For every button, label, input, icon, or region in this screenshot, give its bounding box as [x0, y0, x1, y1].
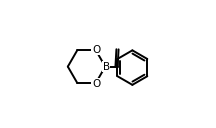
Text: O: O	[92, 45, 100, 55]
Text: O: O	[92, 79, 100, 89]
Text: B: B	[103, 62, 110, 72]
